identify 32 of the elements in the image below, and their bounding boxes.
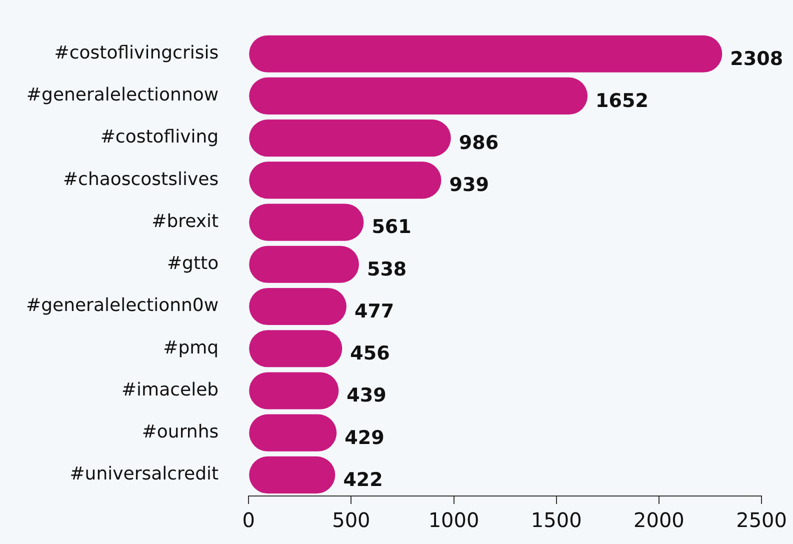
y-tick-label: #gtto bbox=[166, 253, 219, 274]
data-label: 1652 bbox=[596, 90, 648, 112]
y-tick-label: #ournhs bbox=[142, 422, 219, 443]
x-tick-label: 1000 bbox=[428, 508, 480, 532]
bar bbox=[249, 162, 442, 199]
data-label: 439 bbox=[346, 384, 386, 407]
data-label: 429 bbox=[344, 426, 384, 449]
bar bbox=[249, 120, 451, 157]
y-tick-label: #imaceleb bbox=[121, 379, 219, 400]
y-tick-label: #universalcredit bbox=[70, 464, 219, 485]
bar bbox=[249, 35, 722, 72]
x-tick-label: 500 bbox=[332, 508, 370, 532]
data-label: 561 bbox=[372, 216, 412, 238]
bar bbox=[249, 77, 588, 114]
data-label: 422 bbox=[343, 468, 383, 491]
y-tick-label: #brexit bbox=[152, 210, 219, 232]
y-tick-label: #generalelectionn0w bbox=[26, 295, 219, 316]
data-label: 2308 bbox=[730, 48, 784, 70]
y-tick-label: #pmq bbox=[163, 337, 219, 358]
data-label: 538 bbox=[366, 258, 407, 280]
y-tick-label: #generalelectionnow bbox=[26, 84, 219, 106]
y-tick-label: #chaoscostslives bbox=[62, 168, 219, 190]
x-tick-label: 0 bbox=[242, 508, 255, 532]
y-tick-label: #costoflivingcrisis bbox=[54, 42, 219, 64]
data-label: 986 bbox=[458, 132, 499, 154]
x-tick-label: 2000 bbox=[634, 508, 684, 532]
y-tick-label: #costofliving bbox=[100, 126, 219, 148]
data-label: 456 bbox=[350, 342, 390, 365]
data-label: 939 bbox=[449, 174, 489, 196]
x-tick-label: 1500 bbox=[530, 508, 582, 532]
data-label: 477 bbox=[354, 300, 394, 322]
x-tick-label: 2500 bbox=[736, 508, 788, 532]
